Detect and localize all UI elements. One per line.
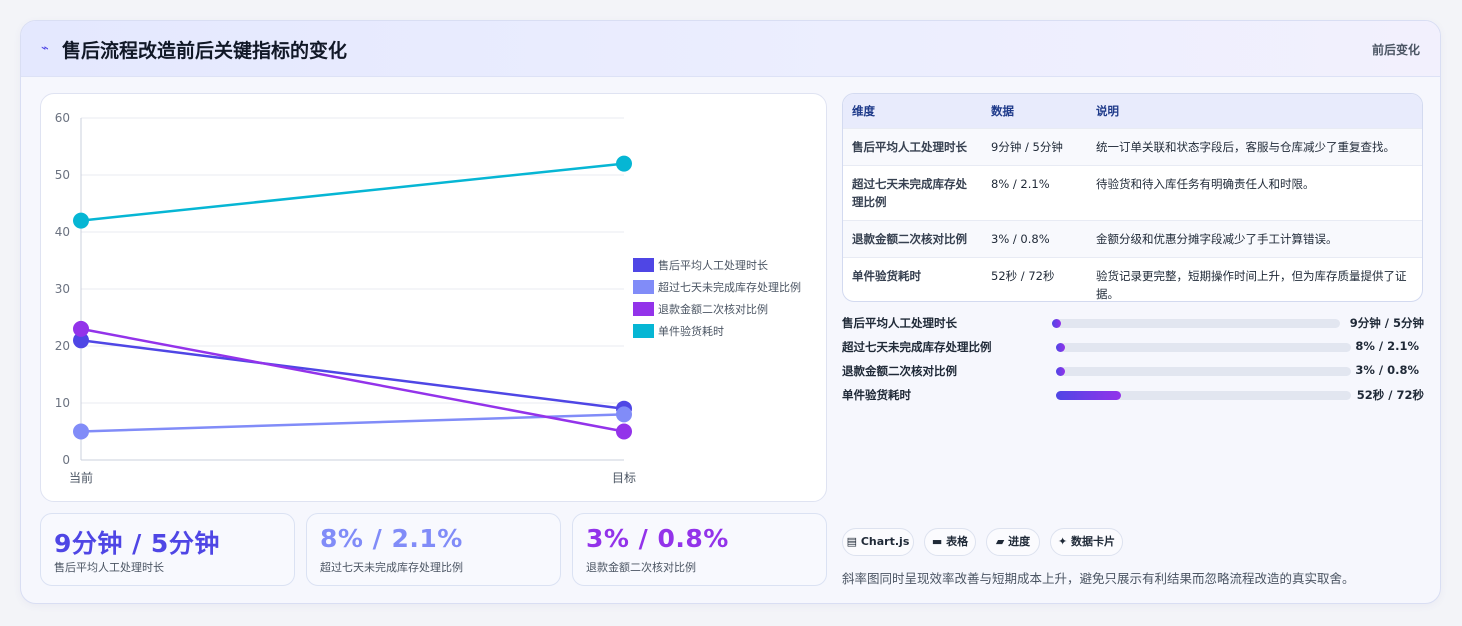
table-cell: 验货记录更完整，短期操作时间上升，但为库存质量提供了证据。 [1087,256,1422,301]
chart-icon: ▤ [846,535,858,548]
column-header: 维度 [852,103,875,118]
progress-icon: ▰ [995,535,1005,548]
table-row: 售后平均人工处理时长 9分钟 / 5分钟 统一订单关联和状态字段后，客服与仓库减… [843,127,1422,165]
legend-swatch [633,324,654,338]
stat-card-1: 8% / 2.1% 超过七天未完成库存处理比例 [306,513,561,586]
spark-icon: ⌁ [41,41,49,56]
x-tick-label: 当前 [69,470,93,485]
progress-track [1052,319,1340,328]
progress-label: 退款金额二次核对比例 [842,364,957,378]
chip-data-card[interactable]: ✦ 数据卡片 [1050,528,1123,556]
progress-value: 8% / 2.1% [1355,339,1419,353]
table-row: 退款金额二次核对比例 3% / 0.8% 金额分级和优惠分摊字段减少了手工计算错… [843,219,1422,257]
chip-label: 数据卡片 [1071,535,1116,548]
column-header: 数据 [991,103,1014,118]
stat-value: 8% / 2.1% [320,524,463,553]
data-point [73,212,89,229]
series-line [80,413,625,433]
progress-label: 单件验货耗时 [842,388,911,402]
stat-label: 退款金额二次核对比例 [586,561,696,574]
series-line [80,339,625,410]
y-tick-label: 20 [55,339,70,353]
y-tick-label: 10 [55,396,70,410]
table-cell: 统一订单关联和状态字段后，客服与仓库减少了重复查找。 [1087,127,1422,165]
progress-fill [1056,343,1066,352]
header-badge: 前后变化 [1371,43,1420,57]
data-table: 维度 数据 说明 售后平均人工处理时长 9分钟 / 5分钟 统一订单关联和状态字… [842,93,1423,302]
column-header: 说明 [1096,103,1119,118]
table-row: 超过七天未完成库存处理比例 8% / 2.1% 待验货和待入库任务有明确责任人和… [843,164,1422,220]
progress-track [1056,391,1351,400]
table-icon: ▬ [931,535,943,548]
chip-label: 表格 [946,535,969,548]
legend-swatch [633,302,654,316]
progress-label: 售后平均人工处理时长 [842,316,957,330]
card-icon: ✦ [1057,535,1068,548]
chip-table[interactable]: ▬ 表格 [924,528,976,556]
progress-row: 单件验货耗时 52秒 / 72秒 [842,387,1424,403]
legend-label: 退款金额二次核对比例 [658,302,768,316]
progress-fill [1056,391,1121,400]
progress-row: 退款金额二次核对比例 3% / 0.8% [842,363,1424,379]
footnote: 斜率图同时呈现效率改善与短期成本上升，避免只展示有利结果而忽略流程改造的真实取舍… [842,571,1355,586]
table-cell: 9分钟 / 5分钟 [982,127,1087,165]
page-title: 售后流程改造前后关键指标的变化 [62,40,348,62]
chip-progress[interactable]: ▰ 进度 [986,528,1040,556]
progress-row: 超过七天未完成库存处理比例 8% / 2.1% [842,339,1424,355]
stat-label: 售后平均人工处理时长 [54,561,164,574]
table-cell: 单件验货耗时 [843,256,982,301]
progress-track [1056,343,1351,352]
stat-value: 9分钟 / 5分钟 [54,529,220,558]
table-cell: 8% / 2.1% [982,164,1087,220]
progress-value: 52秒 / 72秒 [1356,388,1424,402]
table-cell: 待验货和待入库任务有明确责任人和时限。 [1087,164,1422,220]
data-point [616,406,632,423]
series-line [80,162,625,222]
table-header-row: 维度 数据 说明 [843,94,1422,128]
table-cell: 金额分级和优惠分摊字段减少了手工计算错误。 [1087,219,1422,257]
table-cell: 退款金额二次核对比例 [843,219,982,257]
data-point [73,423,89,440]
stat-value: 3% / 0.8% [586,524,729,553]
legend-swatch [633,258,654,272]
stat-label: 超过七天未完成库存处理比例 [320,561,463,574]
progress-label: 超过七天未完成库存处理比例 [842,340,992,354]
y-tick-label: 60 [55,111,70,125]
y-tick-label: 40 [55,225,70,239]
table-cell: 超过七天未完成库存处理比例 [843,164,982,220]
stat-card-2: 3% / 0.8% 退款金额二次核对比例 [572,513,827,586]
progress-value: 3% / 0.8% [1355,363,1419,377]
data-point [616,423,632,440]
table-cell: 3% / 0.8% [982,219,1087,257]
y-tick-label: 0 [62,453,70,467]
legend-label: 售后平均人工处理时长 [658,258,768,272]
progress-row: 售后平均人工处理时长 9分钟 / 5分钟 [842,315,1424,331]
legend-label: 超过七天未完成库存处理比例 [658,280,801,294]
main-card: ⌁ 售后流程改造前后关键指标的变化 前后变化 0 10 20 30 40 50 60 当前 目标… [20,20,1441,604]
chip-label: Chart.js [860,535,910,548]
progress-value: 9分钟 / 5分钟 [1349,316,1424,330]
progress-track [1056,367,1351,376]
chip-label: 进度 [1008,535,1031,548]
card-header: ⌁ 售后流程改造前后关键指标的变化 前后变化 [21,21,1440,77]
progress-fill [1056,367,1066,376]
table-cell: 售后平均人工处理时长 [843,127,982,165]
data-point [73,332,89,349]
legend-label: 单件验货耗时 [658,324,724,338]
series-line [80,327,625,433]
table-row: 单件验货耗时 52秒 / 72秒 验货记录更完整，短期操作时间上升，但为库存质量… [843,256,1422,301]
legend-swatch [633,280,654,294]
progress-fill [1052,319,1062,328]
slope-chart: 0 10 20 30 40 50 60 当前 目标 售后平均人工处理时长超过七天未完成库存处理比例… [40,93,827,502]
chip-chartjs[interactable]: ▤ Chart.js [842,528,914,556]
table-cell: 52秒 / 72秒 [982,256,1087,301]
stat-card-0: 9分钟 / 5分钟 售后平均人工处理时长 [40,513,295,586]
x-tick-label: 目标 [612,471,636,485]
y-tick-label: 50 [55,168,70,182]
chart-svg: 0 10 20 30 40 50 60 当前 目标 售后平均人工处理时长超过七天未完成库存处理比例… [55,111,801,485]
y-tick-label: 30 [55,282,70,296]
data-point [73,320,89,337]
data-point [616,155,632,172]
